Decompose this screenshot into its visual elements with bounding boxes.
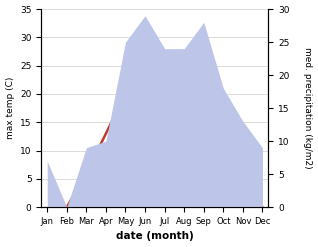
X-axis label: date (month): date (month) <box>116 231 194 242</box>
Y-axis label: med. precipitation (kg/m2): med. precipitation (kg/m2) <box>303 47 313 169</box>
Y-axis label: max temp (C): max temp (C) <box>5 77 15 139</box>
